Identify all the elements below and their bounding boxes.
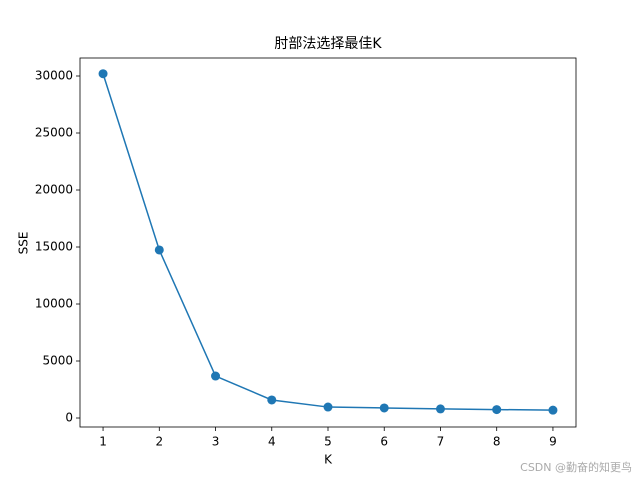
point <box>154 245 164 255</box>
y-tick-label: 10000 <box>35 297 73 311</box>
x-tick-label: 1 <box>99 435 107 449</box>
point <box>492 405 502 415</box>
point <box>379 403 389 413</box>
x-tick-label: 2 <box>155 435 163 449</box>
chart-title: 肘部法选择最佳K <box>274 36 382 52</box>
x-axis-label: K <box>324 453 333 467</box>
x-tick-label: 3 <box>212 435 220 449</box>
x-tick-label: 6 <box>380 435 388 449</box>
y-tick-label: 30000 <box>35 69 73 83</box>
y-tick-label: 0 <box>65 411 73 425</box>
point <box>98 69 108 79</box>
y-axis-label: SSE <box>17 232 31 255</box>
y-tick-label: 5000 <box>42 354 73 368</box>
y-tick-label: 15000 <box>35 240 73 254</box>
x-tick-label: 4 <box>268 435 276 449</box>
point <box>548 405 558 415</box>
watermark: CSDN @勤奋的知更鸟 <box>520 460 632 474</box>
y-tick-label: 25000 <box>35 126 73 140</box>
x-tick-label: 8 <box>493 435 501 449</box>
point <box>323 402 333 412</box>
point <box>211 371 221 381</box>
point <box>435 404 445 414</box>
x-tick-label: 9 <box>549 435 557 449</box>
plot-frame <box>79 57 577 428</box>
x-tick-label: 5 <box>324 435 332 449</box>
y-tick-label: 20000 <box>35 183 73 197</box>
x-tick-label: 7 <box>437 435 445 449</box>
point <box>267 395 277 405</box>
